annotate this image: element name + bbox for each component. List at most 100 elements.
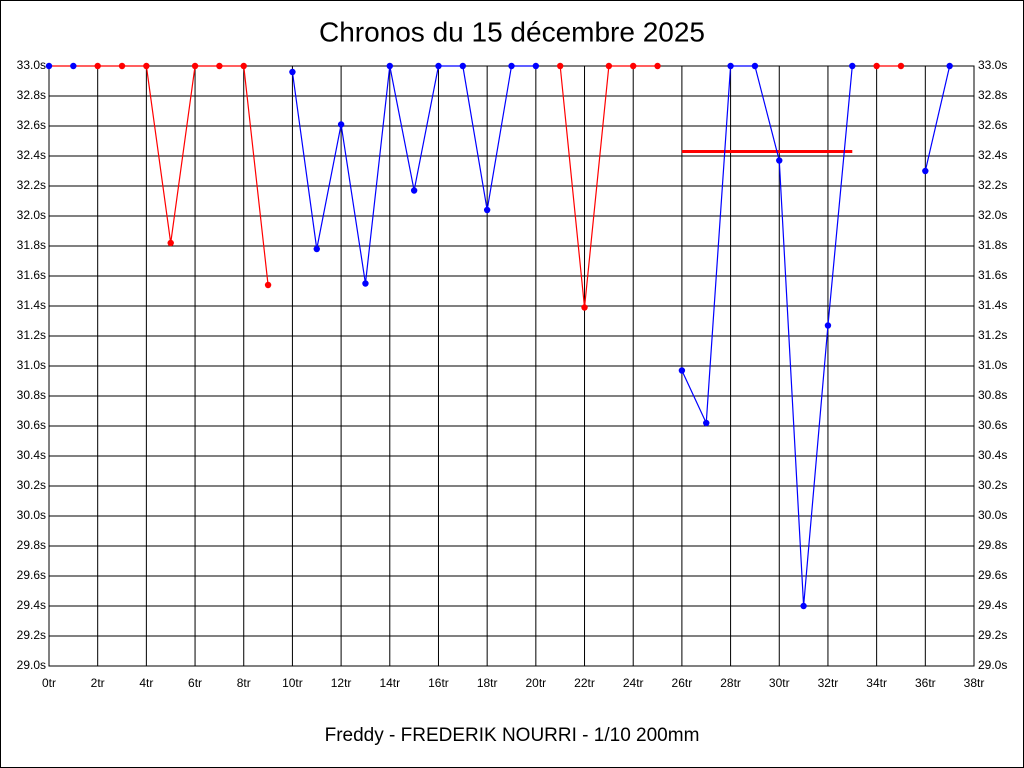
data-point bbox=[94, 62, 101, 70]
data-point bbox=[800, 602, 807, 610]
x-tick-label: 28tr bbox=[720, 676, 741, 690]
series-line bbox=[681, 65, 853, 607]
series-line bbox=[49, 65, 269, 286]
y2-tick-label: 32.4s bbox=[978, 148, 1007, 162]
x-tick-label: 24tr bbox=[623, 676, 644, 690]
y2-tick-label: 30.4s bbox=[978, 448, 1007, 462]
data-point bbox=[946, 62, 953, 70]
y2-tick-label: 29.6s bbox=[978, 568, 1007, 582]
series-line bbox=[924, 65, 951, 172]
data-point bbox=[191, 62, 199, 70]
y-tick-label: 30.4s bbox=[17, 448, 46, 462]
y2-tick-label: 29.0s bbox=[978, 658, 1007, 672]
data-point bbox=[654, 62, 661, 70]
data-point bbox=[45, 62, 53, 70]
data-point bbox=[849, 62, 856, 70]
y2-tick-label: 31.0s bbox=[978, 358, 1007, 372]
data-point bbox=[143, 62, 150, 70]
y-tick-label: 32.0s bbox=[17, 208, 46, 222]
data-point bbox=[727, 62, 734, 70]
y-tick-label: 31.8s bbox=[17, 238, 46, 252]
y2-tick-label: 32.0s bbox=[978, 208, 1007, 222]
x-tick-label: 18tr bbox=[477, 676, 498, 690]
y2-tick-label: 30.2s bbox=[978, 478, 1007, 492]
x-tick-label: 36tr bbox=[915, 676, 936, 690]
data-point bbox=[922, 167, 929, 175]
y-tick-label: 29.4s bbox=[17, 598, 46, 612]
y-tick-label: 31.6s bbox=[17, 268, 46, 282]
x-tick-label: 20tr bbox=[525, 676, 546, 690]
x-tick-label: 2tr bbox=[91, 676, 105, 690]
data-point bbox=[435, 62, 442, 70]
data-point bbox=[776, 157, 783, 164]
x-tick-label: 22tr bbox=[574, 676, 595, 690]
data-point bbox=[240, 62, 247, 70]
y2-tick-label: 29.8s bbox=[978, 538, 1007, 552]
x-tick-label: 8tr bbox=[237, 676, 251, 690]
x-tick-label: 32tr bbox=[818, 676, 839, 690]
y-tick-label: 29.2s bbox=[17, 628, 46, 642]
data-point bbox=[386, 62, 393, 70]
x-tick-label: 38tr bbox=[964, 676, 985, 690]
x-tick-label: 14tr bbox=[379, 676, 400, 690]
data-point bbox=[556, 62, 564, 70]
x-tick-label: 16tr bbox=[428, 676, 449, 690]
y-tick-label: 32.4s bbox=[17, 148, 46, 162]
data-point bbox=[678, 367, 686, 374]
chart-title: Chronos du 15 décembre 2025 bbox=[319, 16, 705, 47]
data-point bbox=[410, 187, 418, 194]
y2-tick-label: 32.8s bbox=[978, 88, 1007, 102]
x-tick-label: 34tr bbox=[866, 676, 887, 690]
data-point bbox=[873, 62, 880, 70]
x-tick-label: 4tr bbox=[139, 676, 153, 690]
y-tick-label: 31.2s bbox=[17, 328, 46, 342]
x-tick-label: 12tr bbox=[331, 676, 352, 690]
y2-tick-label: 30.8s bbox=[978, 388, 1007, 402]
data-point bbox=[897, 62, 905, 70]
data-point bbox=[630, 62, 637, 70]
data-point bbox=[216, 62, 223, 70]
x-tick-label: 30tr bbox=[769, 676, 790, 690]
y-tick-label: 30.6s bbox=[17, 418, 46, 432]
y-tick-label: 31.4s bbox=[17, 298, 46, 312]
y2-tick-label: 32.6s bbox=[978, 118, 1007, 132]
y-tick-label: 29.6s bbox=[17, 568, 46, 582]
y2-tick-label: 33.0s bbox=[978, 58, 1007, 72]
y-tick-label: 31.0s bbox=[17, 358, 46, 372]
data-point bbox=[313, 245, 320, 253]
data-point bbox=[703, 419, 710, 427]
data-point bbox=[483, 206, 491, 214]
x-tick-label: 10tr bbox=[282, 676, 303, 690]
data-point bbox=[532, 62, 540, 70]
data-point bbox=[459, 62, 467, 70]
data-point bbox=[118, 62, 126, 70]
y2-tick-label: 30.0s bbox=[978, 508, 1007, 522]
data-point bbox=[264, 281, 272, 289]
y2-tick-label: 29.4s bbox=[978, 598, 1007, 612]
y-tick-label: 33.0s bbox=[17, 58, 46, 72]
y-tick-label: 32.6s bbox=[17, 118, 46, 132]
y2-tick-label: 32.2s bbox=[978, 178, 1007, 192]
y2-tick-label: 31.8s bbox=[978, 238, 1007, 252]
y-tick-label: 32.2s bbox=[17, 178, 46, 192]
data-point bbox=[605, 62, 613, 70]
data-point bbox=[70, 62, 77, 70]
data-point bbox=[337, 121, 345, 128]
y2-tick-label: 30.6s bbox=[978, 418, 1007, 432]
y2-tick-label: 29.2s bbox=[978, 628, 1007, 642]
data-point bbox=[362, 280, 369, 287]
data-point bbox=[751, 62, 759, 70]
x-tick-label: 0tr bbox=[42, 676, 56, 690]
y-tick-label: 29.0s bbox=[17, 658, 46, 672]
y2-tick-label: 31.4s bbox=[978, 298, 1007, 312]
x-axis-label: Freddy - FREDERIK NOURRI - 1/10 200mm bbox=[325, 725, 700, 746]
y2-tick-label: 31.2s bbox=[978, 328, 1007, 342]
y2-tick-label: 31.6s bbox=[978, 268, 1007, 282]
data-point bbox=[289, 68, 296, 76]
data-point bbox=[508, 62, 515, 70]
y-tick-label: 29.8s bbox=[17, 538, 46, 552]
data-point bbox=[824, 322, 832, 329]
data-point bbox=[581, 304, 588, 311]
